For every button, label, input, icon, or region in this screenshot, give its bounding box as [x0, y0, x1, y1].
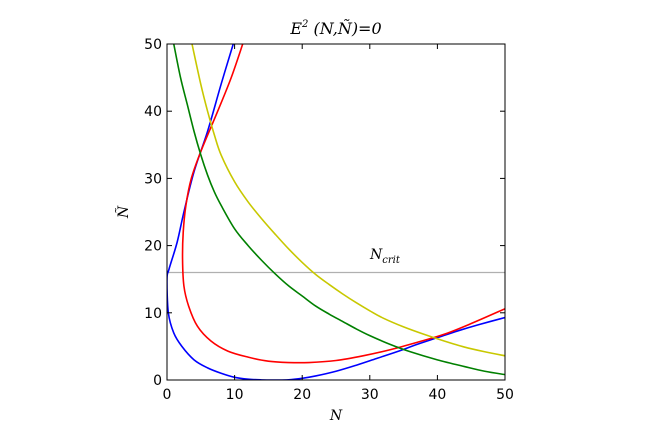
- svg-text:E2 (N,Ñ)=0: E2 (N,Ñ)=0: [289, 18, 381, 38]
- y-tick-label: 10: [144, 306, 162, 322]
- y-tick-label: 0: [153, 373, 162, 389]
- x-tick-label: 40: [428, 387, 446, 403]
- y-axis-label: Ñ: [114, 205, 132, 219]
- plot-frame: [166, 43, 506, 381]
- y-tick-label: 50: [144, 37, 162, 53]
- plot-area: [167, 44, 505, 380]
- y-tick-label: 40: [144, 104, 162, 120]
- x-tick-label: 0: [163, 387, 172, 403]
- x-tick-label: 10: [226, 387, 244, 403]
- x-tick-label: 30: [361, 387, 379, 403]
- x-tick-label: 20: [293, 387, 311, 403]
- series-line-0: [167, 44, 505, 380]
- x-tick-label: 50: [496, 387, 514, 403]
- y-tick-label: 20: [144, 239, 162, 255]
- chart-title: E2 (N,Ñ)=0: [289, 18, 381, 38]
- y-tick-label: 30: [144, 171, 162, 187]
- series-line-3: [191, 44, 505, 357]
- series-line-2: [172, 44, 505, 376]
- x-axis-label: N: [329, 408, 343, 424]
- series-line-1: [181, 44, 505, 364]
